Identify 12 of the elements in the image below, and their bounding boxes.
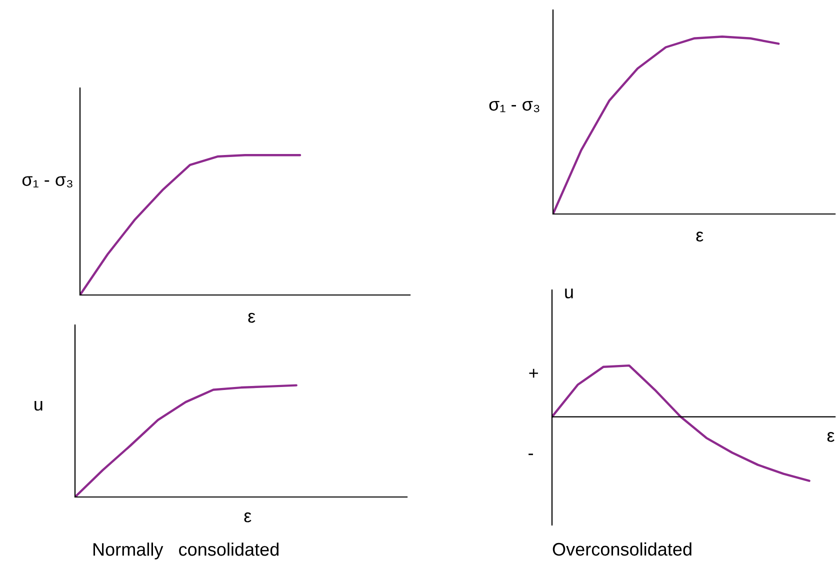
text: - [528, 454, 533, 456]
text: Normally consolidated [93, 542, 278, 560]
x-axis-title: ε [248, 312, 256, 323]
x-axis-title: ε [696, 232, 704, 242]
x-axis-title: ε [244, 512, 252, 522]
text: Overconsolidated [552, 542, 692, 556]
y-axis-title: σ₁ - σ₃ [489, 101, 540, 112]
text: + [529, 368, 538, 378]
y-axis-title: u [565, 288, 573, 298]
y-axis-title: u [34, 400, 42, 411]
y-axis-title: σ₁ - σ₃ [22, 176, 72, 188]
x-axis-title: ε [827, 432, 834, 442]
